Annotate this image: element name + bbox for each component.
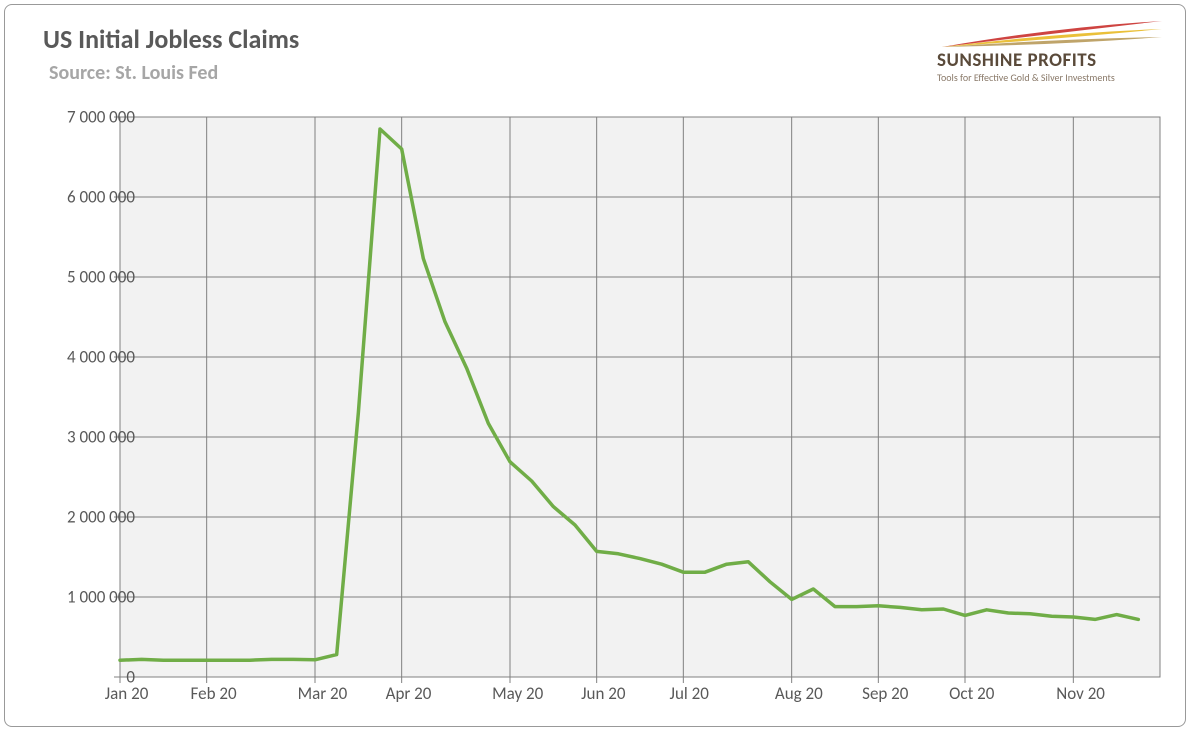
y-tick-label: 7 000 000 xyxy=(67,107,135,128)
x-tick-label: May 20 xyxy=(492,683,543,704)
y-tick-label: 1 000 000 xyxy=(67,587,135,608)
x-tick-label: Mar 20 xyxy=(298,683,348,704)
y-tick-label: 4 000 000 xyxy=(67,347,135,368)
x-tick-label: Feb 20 xyxy=(191,683,237,704)
x-tick-label: Oct 20 xyxy=(949,683,994,704)
y-tick-label: 2 000 000 xyxy=(67,507,135,528)
x-tick-label: Jan 20 xyxy=(105,683,149,704)
chart-subtitle: Source: St. Louis Fed xyxy=(49,61,218,85)
x-tick-label: Apr 20 xyxy=(386,683,432,704)
y-tick-label: 3 000 000 xyxy=(67,427,135,448)
x-tick-label: Jun 20 xyxy=(581,683,625,704)
chart-title: US Initial Jobless Claims xyxy=(43,23,299,55)
chart-card: US Initial Jobless Claims Source: St. Lo… xyxy=(4,4,1186,727)
plot-area xyxy=(120,117,1160,677)
y-tick-label: 5 000 000 xyxy=(67,267,135,288)
x-tick-label: Sep 20 xyxy=(862,683,908,704)
y-tick-label: 6 000 000 xyxy=(67,187,135,208)
logo-tagline: Tools for Effective Gold & Silver Invest… xyxy=(937,71,1115,84)
brand-logo: SUNSHINE PROFITS Tools for Effective Gol… xyxy=(937,19,1167,85)
x-tick-label: Jul 20 xyxy=(670,683,709,704)
x-tick-label: Aug 20 xyxy=(775,683,823,704)
logo-swoosh-icon xyxy=(937,19,1167,49)
logo-brand-name: SUNSHINE PROFITS xyxy=(937,49,1097,72)
line-chart xyxy=(120,117,1160,677)
x-tick-label: Nov 20 xyxy=(1056,683,1105,704)
